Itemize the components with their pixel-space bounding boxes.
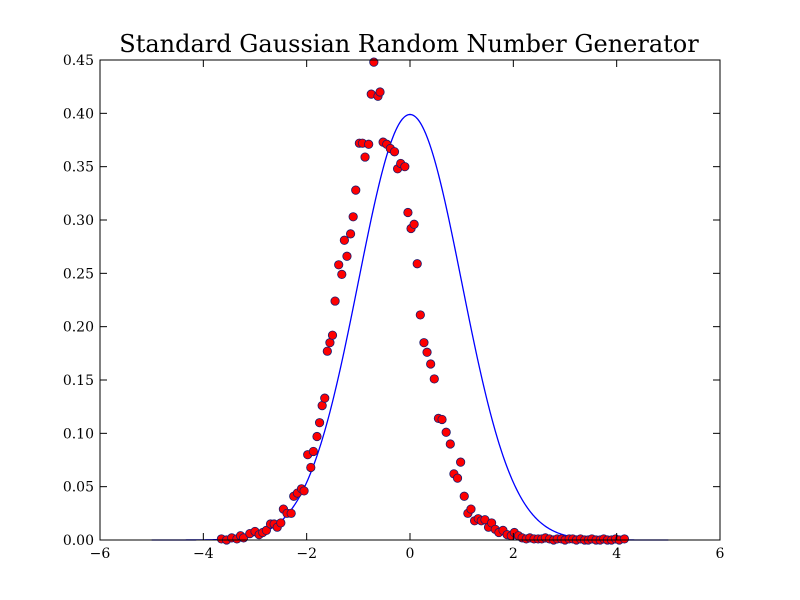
scatter-point — [400, 162, 410, 172]
y-tick-label: 0.05 — [63, 480, 94, 496]
scatter-point — [330, 296, 340, 306]
scatter-point — [412, 259, 422, 269]
x-tick-label: 6 — [716, 546, 725, 562]
scatter-point — [339, 235, 349, 245]
scatter-point — [419, 338, 429, 348]
pdf-curve — [151, 113, 669, 541]
scatter-point — [437, 414, 447, 425]
x-tick-label: −4 — [193, 546, 214, 562]
scatter-point — [452, 473, 463, 483]
scatter-point — [337, 269, 347, 279]
y-tick-label: 0.20 — [63, 320, 94, 336]
scatter-point — [314, 418, 325, 428]
y-axis: 0.00 0.05 0.10 0.15 0.20 0.25 0.30 0.35 0.40 0.45 — [63, 53, 720, 549]
y-tick-label: 0.15 — [63, 373, 94, 389]
scatter-point — [306, 462, 316, 473]
scatter-point — [286, 508, 296, 518]
y-tick-label: 0.10 — [63, 426, 94, 442]
y-tick-label: 0.35 — [63, 160, 94, 176]
scatter-point — [320, 393, 330, 403]
scatter-point — [422, 347, 432, 357]
scatter-point — [327, 330, 338, 340]
y-tick-label: 0.00 — [63, 533, 94, 549]
scatter-point — [342, 251, 352, 261]
scatter-point — [429, 374, 439, 384]
chart-title: Standard Gaussian Random Number Generato… — [119, 30, 699, 58]
scatter-point — [345, 229, 356, 239]
scatter-point — [360, 152, 370, 162]
scatter-point — [299, 486, 309, 496]
x-tick-label: 0 — [406, 546, 415, 562]
scatter-point — [619, 534, 630, 544]
scatter-point — [466, 504, 476, 514]
y-tick-label: 0.25 — [63, 266, 94, 282]
scatter-point — [456, 457, 466, 467]
x-tick-label: 2 — [509, 546, 518, 562]
scatter-point — [403, 207, 413, 218]
axes-frame — [99, 59, 721, 541]
scatter-point — [459, 491, 469, 501]
scatter-point — [426, 359, 436, 369]
scatter-point — [375, 87, 385, 97]
scatter-point — [409, 219, 419, 229]
scatter-point — [389, 147, 400, 157]
scatter-point — [364, 139, 374, 149]
x-tick-label: 4 — [612, 546, 621, 562]
scatter-point — [441, 427, 451, 437]
scatter-point — [276, 518, 286, 528]
x-tick-label: −6 — [90, 546, 111, 562]
scatter-point — [334, 260, 344, 270]
scatter-point — [322, 346, 332, 356]
scatter-point — [308, 446, 318, 457]
scatter-point — [445, 439, 455, 449]
scatter-point — [312, 431, 322, 442]
scatter-point — [415, 310, 425, 320]
y-tick-label: 0.45 — [63, 53, 94, 69]
scatter-point — [261, 525, 271, 536]
scatter-point — [351, 185, 361, 195]
x-tick-label: −2 — [296, 546, 317, 562]
x-axis: −6 −4 −2 0 2 4 6 — [90, 60, 725, 562]
y-tick-label: 0.30 — [63, 213, 94, 229]
scatter-point — [348, 212, 358, 222]
plot-area — [151, 57, 669, 545]
scatter-point — [369, 57, 379, 67]
y-tick-label: 0.40 — [63, 106, 94, 122]
